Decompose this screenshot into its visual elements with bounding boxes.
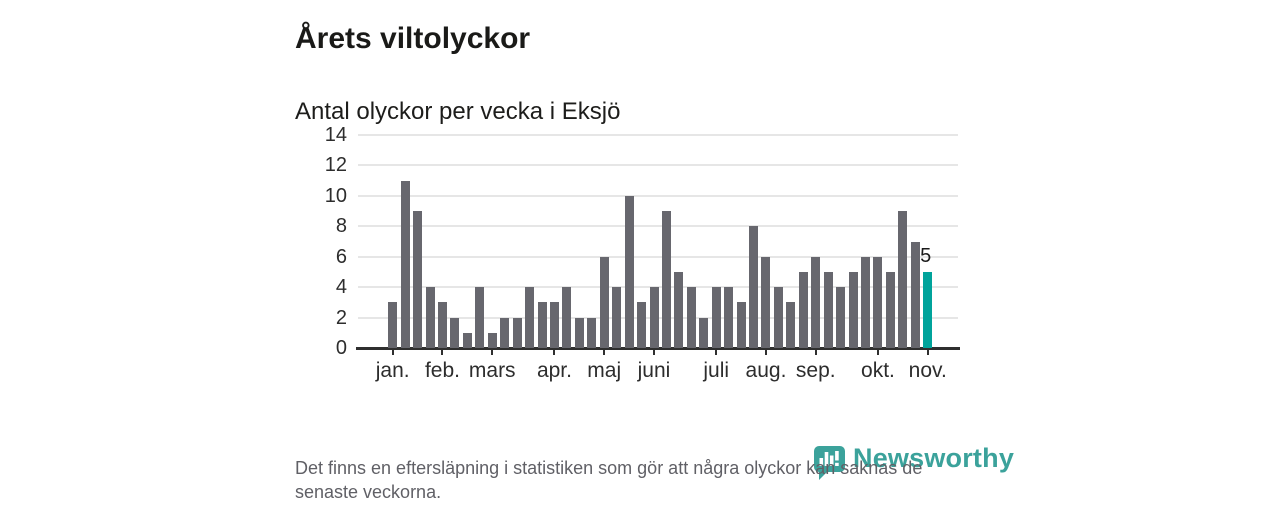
- bar-value-label: 5: [920, 244, 932, 267]
- bar: [724, 287, 734, 348]
- bar: [462, 332, 472, 348]
- x-axis-tick: [391, 348, 394, 355]
- grid-line: [358, 225, 958, 228]
- bar: [861, 256, 871, 348]
- newsworthy-logo-icon: [814, 446, 845, 480]
- newsworthy-logo-text: Newsworthy: [853, 443, 1015, 473]
- x-axis-tick: [814, 348, 817, 355]
- bar: [686, 287, 696, 348]
- bar: [699, 317, 709, 348]
- bar: [836, 287, 846, 348]
- x-axis-label: aug.: [745, 359, 787, 382]
- bar: [624, 195, 634, 348]
- bar: [549, 302, 559, 348]
- x-axis-tick: [653, 348, 655, 355]
- grid-line: [358, 134, 958, 136]
- grid-line: [358, 164, 958, 167]
- y-axis-label: 2: [335, 306, 347, 329]
- bar: [873, 256, 883, 348]
- x-axis-label: sep.: [795, 359, 836, 382]
- x-axis-tick: [553, 348, 556, 355]
- x-axis-tick: [491, 348, 494, 355]
- y-axis-label: 6: [335, 245, 347, 268]
- x-axis-tick: [715, 348, 718, 355]
- bar: [674, 271, 684, 348]
- y-axis-label: 14: [324, 124, 347, 146]
- bar: [599, 256, 609, 348]
- bar: [388, 302, 398, 348]
- x-axis-label: jan.: [375, 359, 410, 382]
- x-axis-tick: [876, 348, 879, 355]
- grid-line: [358, 255, 958, 258]
- bar: [885, 271, 895, 348]
- x-axis-label: okt.: [861, 359, 895, 382]
- bar: [823, 271, 833, 348]
- bar: [848, 271, 858, 348]
- x-axis-label: maj: [587, 359, 622, 382]
- bar: [437, 302, 447, 348]
- bar: [425, 287, 435, 348]
- chart-subtitle: Antal olyckor per vecka i Eksjö: [295, 97, 621, 125]
- grid-line: [358, 194, 958, 197]
- bar: [761, 256, 771, 348]
- x-axis-label: juni: [637, 359, 671, 382]
- bar: [512, 317, 522, 348]
- bar: [450, 317, 460, 348]
- bar: [749, 226, 759, 348]
- chart-title: Årets viltolyckor: [295, 22, 531, 56]
- x-axis-line: [356, 347, 960, 350]
- bar: [910, 241, 920, 348]
- bar: [475, 287, 485, 348]
- x-axis-tick: [603, 348, 606, 355]
- bar: [798, 271, 808, 348]
- bar: [649, 287, 659, 348]
- bar: [637, 302, 647, 348]
- bar: [711, 287, 721, 348]
- bar: [487, 332, 497, 348]
- bar: [811, 256, 821, 348]
- bar: [400, 180, 410, 348]
- bar: [773, 287, 783, 348]
- x-axis-label: mars: [468, 359, 516, 382]
- bar: [562, 287, 572, 348]
- bar: [661, 211, 671, 348]
- bar: [786, 302, 796, 348]
- x-axis-label: feb.: [424, 359, 460, 382]
- bar: [413, 211, 423, 348]
- y-axis-label: 4: [335, 276, 347, 299]
- y-axis-label: 10: [324, 184, 347, 207]
- x-axis-label: nov.: [908, 359, 947, 382]
- bar: [587, 317, 597, 348]
- x-axis-tick: [926, 348, 929, 355]
- bar: [612, 287, 622, 348]
- newsworthy-logo: Newsworthy: [813, 443, 1015, 480]
- bar-chart: 0 2 4 6 8 10 12 14 5 jan. feb. mars apr. maj juni juli a…: [324, 124, 960, 382]
- x-axis-label: apr.: [536, 359, 572, 382]
- bar: [574, 317, 584, 348]
- y-axis-label: 12: [324, 154, 347, 177]
- bar: [537, 302, 547, 348]
- y-axis-label: 0: [335, 337, 347, 359]
- highlight-bar: [923, 271, 933, 348]
- y-axis-label: 8: [335, 215, 347, 238]
- bar: [898, 211, 908, 348]
- footnote: Det finns en eftersläpning i statistiken…: [295, 458, 923, 503]
- x-axis-tick: [441, 348, 444, 355]
- bar: [736, 302, 746, 348]
- bar: [500, 317, 510, 348]
- x-axis-tick: [764, 348, 767, 355]
- bar: [525, 287, 535, 348]
- x-axis-label: juli: [703, 359, 730, 382]
